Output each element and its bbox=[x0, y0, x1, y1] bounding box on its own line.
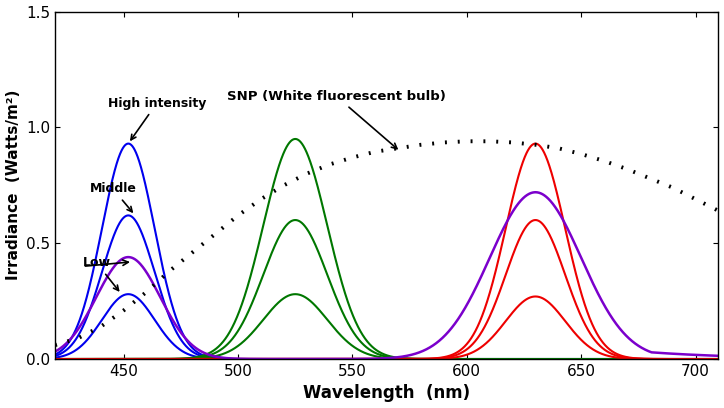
X-axis label: Wavelength  (nm): Wavelength (nm) bbox=[303, 384, 471, 402]
Text: SNP (White fluorescent bulb): SNP (White fluorescent bulb) bbox=[227, 90, 445, 149]
Text: High intensity: High intensity bbox=[108, 97, 206, 140]
Y-axis label: Irradiance  (Watts/m²): Irradiance (Watts/m²) bbox=[6, 90, 20, 280]
Text: Low: Low bbox=[83, 256, 119, 290]
Text: Middle: Middle bbox=[89, 182, 136, 212]
